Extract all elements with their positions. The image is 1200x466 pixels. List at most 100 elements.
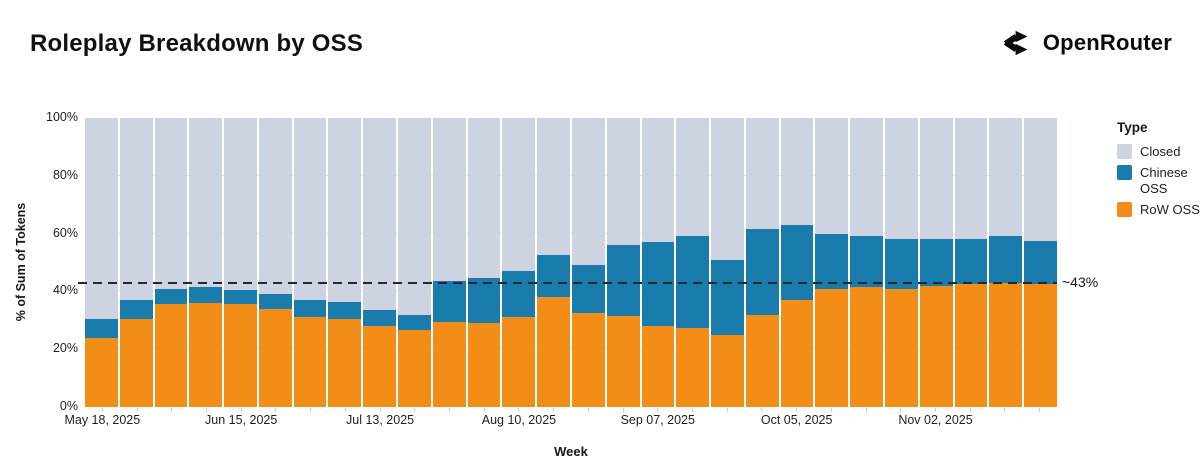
bar-segment-row-oss <box>363 326 397 407</box>
bar-segment-closed <box>989 118 1023 237</box>
bar-segment-row-oss <box>328 318 362 407</box>
bar-segment-row-oss <box>119 318 153 407</box>
bar-week-22[interactable] <box>815 118 849 407</box>
bar-segment-chinese-oss <box>398 314 431 331</box>
bar-segment-closed <box>676 118 710 237</box>
plot-area <box>85 118 1057 407</box>
x-tick-mark <box>935 408 936 412</box>
bar-week-19[interactable] <box>711 118 744 407</box>
bar-segment-closed <box>502 118 536 272</box>
x-tick-label: Aug 10, 2025 <box>481 413 557 427</box>
bar-segment-row-oss <box>258 308 292 407</box>
x-tick-mark <box>900 408 902 412</box>
bar-week-14[interactable] <box>537 118 570 407</box>
bar-segment-row-oss <box>502 317 536 407</box>
bar-segment-closed <box>1024 118 1057 241</box>
brand: OpenRouter <box>1000 26 1172 60</box>
gridline-20 <box>85 348 1057 350</box>
x-tick-mark <box>796 408 798 412</box>
bar-segment-row-oss <box>189 302 223 407</box>
bar-segment-chinese-oss <box>224 289 257 305</box>
bar-week-9[interactable] <box>363 118 397 407</box>
bar-week-4[interactable] <box>189 118 223 407</box>
x-tick-mark <box>726 408 728 412</box>
bar-segment-chinese-oss <box>571 265 605 314</box>
bar-segment-closed <box>398 118 431 315</box>
bar-week-8[interactable] <box>328 118 362 407</box>
bar-segment-chinese-oss <box>919 239 953 286</box>
bar-segment-closed <box>189 118 223 288</box>
bar-segment-chinese-oss <box>641 242 675 327</box>
bar-segment-closed <box>745 118 779 230</box>
bar-segment-chinese-oss <box>815 233 849 289</box>
bar-week-17[interactable] <box>641 118 675 407</box>
bar-week-16[interactable] <box>606 118 640 407</box>
bar-segment-chinese-oss <box>189 287 223 303</box>
bar-week-11[interactable] <box>432 118 466 407</box>
x-tick-mark <box>1004 408 1006 412</box>
bar-week-12[interactable] <box>467 118 501 407</box>
bar-segment-chinese-oss <box>1024 240 1057 285</box>
bar-week-26[interactable] <box>954 118 988 407</box>
bar-week-6[interactable] <box>258 118 292 407</box>
bar-week-21[interactable] <box>780 118 814 407</box>
legend-title: Type <box>1117 120 1148 135</box>
bar-segment-chinese-oss <box>676 236 710 328</box>
bar-segment-chinese-oss <box>363 310 397 327</box>
bar-segment-closed <box>571 118 605 266</box>
bar-week-20[interactable] <box>745 118 779 407</box>
bar-week-18[interactable] <box>676 118 710 407</box>
legend-swatch <box>1117 144 1132 159</box>
bar-segment-chinese-oss <box>502 271 536 318</box>
legend-item-closed: Closed <box>1117 144 1200 159</box>
x-tick-mark <box>379 408 381 412</box>
bar-segment-row-oss <box>780 300 814 407</box>
bar-week-7[interactable] <box>293 118 327 407</box>
bar-segment-row-oss <box>85 337 118 407</box>
x-tick-mark <box>275 408 277 412</box>
bar-week-27[interactable] <box>989 118 1023 407</box>
x-tick-label: Jun 15, 2025 <box>205 413 278 427</box>
bar-segment-row-oss <box>571 313 605 407</box>
bar-segment-row-oss <box>537 297 570 407</box>
bar-segment-closed <box>641 118 675 243</box>
legend-item-chinese-oss: Chinese OSS <box>1117 165 1200 196</box>
bar-week-24[interactable] <box>884 118 918 407</box>
bar-week-3[interactable] <box>154 118 188 407</box>
bar-segment-chinese-oss <box>850 236 883 288</box>
bar-segment-closed <box>363 118 397 311</box>
bar-segment-row-oss <box>954 284 988 407</box>
x-tick-label: Oct 05, 2025 <box>760 413 833 427</box>
bar-week-28[interactable] <box>1024 118 1057 407</box>
bar-segment-row-oss <box>850 287 883 407</box>
bar-segment-chinese-oss <box>293 300 327 318</box>
x-tick-mark <box>136 408 138 412</box>
x-tick-mark <box>587 408 589 412</box>
bar-segment-closed <box>154 118 188 289</box>
x-tick-mark <box>969 408 971 412</box>
bar-week-15[interactable] <box>571 118 605 407</box>
bar-week-25[interactable] <box>919 118 953 407</box>
bar-week-5[interactable] <box>224 118 257 407</box>
page-title: Roleplay Breakdown by OSS <box>30 30 364 57</box>
x-tick-mark <box>310 408 312 412</box>
x-tick-mark <box>171 408 173 412</box>
x-tick-label: Nov 02, 2025 <box>898 413 973 427</box>
bar-segment-row-oss <box>884 288 918 407</box>
bar-segment-row-oss <box>745 314 779 407</box>
bar-segment-row-oss <box>919 285 953 407</box>
y-tick-label-100: 100% <box>46 110 78 124</box>
bar-week-1[interactable] <box>85 118 118 407</box>
gridline-60 <box>85 232 1057 234</box>
bar-segment-closed <box>884 118 918 240</box>
bar-week-10[interactable] <box>398 118 431 407</box>
legend-label: Chinese OSS <box>1140 165 1188 196</box>
bar-week-2[interactable] <box>119 118 153 407</box>
bar-segment-chinese-oss <box>884 239 918 289</box>
bar-segment-closed <box>780 118 814 225</box>
x-tick-mark <box>101 408 103 412</box>
y-axis-tick-labels: 0% 20% 40% 60% 80% 100% <box>0 110 78 413</box>
bar-week-23[interactable] <box>850 118 883 407</box>
bar-week-13[interactable] <box>502 118 536 407</box>
